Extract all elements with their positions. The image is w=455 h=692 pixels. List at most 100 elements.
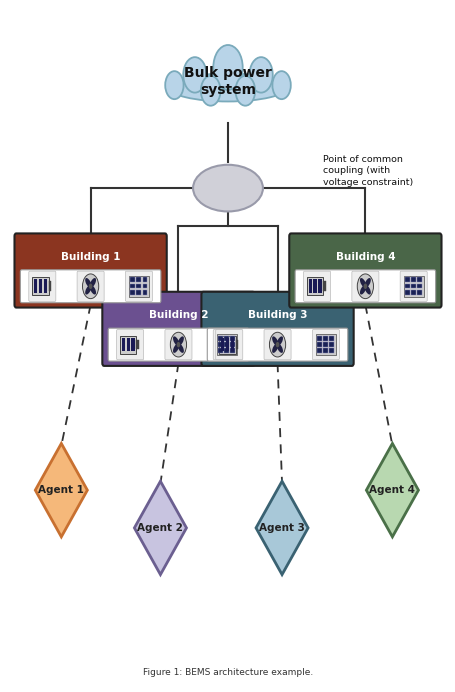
Text: Building 4: Building 4	[335, 252, 394, 262]
FancyBboxPatch shape	[136, 340, 139, 349]
FancyBboxPatch shape	[312, 329, 339, 360]
FancyBboxPatch shape	[220, 338, 224, 352]
Ellipse shape	[272, 336, 278, 346]
Text: Agent 4: Agent 4	[369, 485, 415, 495]
FancyBboxPatch shape	[121, 338, 125, 352]
FancyBboxPatch shape	[142, 284, 147, 289]
Circle shape	[363, 284, 366, 289]
Ellipse shape	[90, 278, 96, 288]
Circle shape	[183, 57, 206, 93]
FancyBboxPatch shape	[165, 329, 192, 360]
FancyBboxPatch shape	[130, 284, 135, 289]
Ellipse shape	[177, 343, 183, 353]
Text: Building 3: Building 3	[247, 310, 307, 320]
Circle shape	[170, 332, 186, 357]
FancyBboxPatch shape	[223, 342, 228, 347]
Ellipse shape	[364, 285, 370, 295]
FancyBboxPatch shape	[230, 348, 235, 353]
FancyBboxPatch shape	[108, 328, 248, 361]
Text: Figure 1: BEMS architecture example.: Figure 1: BEMS architecture example.	[142, 668, 313, 677]
FancyBboxPatch shape	[404, 284, 409, 289]
FancyBboxPatch shape	[201, 292, 353, 366]
FancyBboxPatch shape	[416, 284, 421, 289]
FancyBboxPatch shape	[329, 348, 334, 353]
FancyBboxPatch shape	[315, 334, 335, 355]
FancyBboxPatch shape	[219, 336, 235, 354]
Polygon shape	[134, 481, 186, 574]
FancyBboxPatch shape	[230, 342, 235, 347]
FancyBboxPatch shape	[102, 292, 254, 366]
Circle shape	[272, 71, 290, 99]
FancyBboxPatch shape	[15, 233, 167, 307]
Circle shape	[357, 274, 373, 299]
FancyBboxPatch shape	[329, 342, 334, 347]
Ellipse shape	[359, 278, 365, 288]
FancyBboxPatch shape	[263, 329, 290, 360]
FancyBboxPatch shape	[223, 336, 228, 340]
FancyBboxPatch shape	[307, 277, 323, 295]
Text: Building 2: Building 2	[148, 310, 208, 320]
FancyBboxPatch shape	[399, 271, 426, 302]
FancyBboxPatch shape	[130, 290, 135, 295]
Circle shape	[213, 45, 242, 90]
FancyBboxPatch shape	[316, 348, 321, 353]
FancyBboxPatch shape	[323, 336, 328, 340]
FancyBboxPatch shape	[29, 271, 56, 302]
Text: Agent 1: Agent 1	[38, 485, 84, 495]
FancyBboxPatch shape	[230, 336, 235, 340]
Ellipse shape	[276, 343, 283, 353]
FancyBboxPatch shape	[142, 277, 147, 282]
FancyBboxPatch shape	[410, 290, 415, 295]
FancyBboxPatch shape	[39, 280, 42, 293]
FancyBboxPatch shape	[235, 340, 238, 349]
Circle shape	[89, 284, 92, 289]
FancyBboxPatch shape	[294, 270, 435, 303]
Ellipse shape	[85, 285, 91, 295]
Ellipse shape	[85, 278, 91, 288]
FancyBboxPatch shape	[303, 271, 330, 302]
Circle shape	[165, 71, 183, 99]
FancyBboxPatch shape	[223, 348, 228, 353]
FancyBboxPatch shape	[404, 290, 409, 295]
FancyBboxPatch shape	[217, 348, 222, 353]
FancyBboxPatch shape	[403, 276, 423, 297]
FancyBboxPatch shape	[34, 280, 37, 293]
FancyBboxPatch shape	[410, 277, 415, 282]
FancyBboxPatch shape	[136, 277, 141, 282]
Ellipse shape	[192, 165, 263, 212]
Polygon shape	[365, 444, 418, 537]
Circle shape	[200, 76, 220, 106]
FancyBboxPatch shape	[20, 270, 161, 303]
FancyBboxPatch shape	[49, 282, 51, 291]
FancyBboxPatch shape	[125, 271, 152, 302]
FancyBboxPatch shape	[131, 338, 135, 352]
FancyBboxPatch shape	[329, 336, 334, 340]
Circle shape	[235, 76, 255, 106]
FancyBboxPatch shape	[126, 338, 130, 352]
FancyBboxPatch shape	[323, 348, 328, 353]
FancyBboxPatch shape	[323, 282, 325, 291]
FancyBboxPatch shape	[32, 277, 49, 295]
FancyBboxPatch shape	[213, 329, 240, 360]
FancyBboxPatch shape	[77, 271, 104, 302]
Text: Agent 2: Agent 2	[137, 523, 183, 533]
FancyBboxPatch shape	[217, 342, 222, 347]
FancyBboxPatch shape	[215, 329, 242, 360]
FancyBboxPatch shape	[308, 280, 311, 293]
FancyBboxPatch shape	[404, 277, 409, 282]
FancyBboxPatch shape	[217, 334, 236, 355]
FancyBboxPatch shape	[142, 290, 147, 295]
FancyBboxPatch shape	[116, 329, 143, 360]
FancyBboxPatch shape	[316, 336, 321, 340]
Ellipse shape	[276, 336, 283, 346]
Text: Point of common
coupling (with
voltage constraint): Point of common coupling (with voltage c…	[322, 154, 412, 188]
FancyBboxPatch shape	[288, 233, 440, 307]
Circle shape	[176, 342, 180, 347]
FancyBboxPatch shape	[225, 338, 229, 352]
FancyBboxPatch shape	[318, 280, 321, 293]
FancyBboxPatch shape	[313, 280, 316, 293]
Ellipse shape	[364, 278, 370, 288]
Circle shape	[275, 342, 279, 347]
FancyBboxPatch shape	[120, 336, 136, 354]
FancyBboxPatch shape	[410, 284, 415, 289]
